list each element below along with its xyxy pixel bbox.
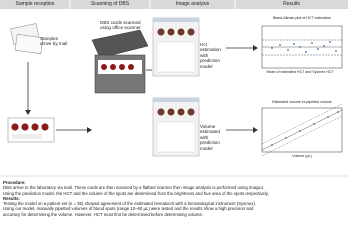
dbs-card (7, 117, 55, 143)
scanner (91, 29, 149, 94)
chart-x-label: Mean of estimated HCT and Sysmex HCT (266, 70, 334, 74)
text-line: Using our model, manually pipetted volum… (3, 206, 254, 212)
text-line: accuracy for determining the volume. How… (3, 211, 204, 217)
header-bar (0, 0, 348, 9)
column-header: Results (283, 1, 300, 7)
arrow-head (253, 45, 258, 51)
step-label: Volume estimated with prediction model (200, 124, 220, 151)
step-label: Samples arrive by mail (40, 36, 68, 47)
step-label: DBS cards scanned using office scanner (100, 20, 141, 31)
arrow-head (25, 110, 31, 115)
text-line: DBS arrive to the laboratory via mail. T… (3, 185, 265, 191)
heading: Procedure: (3, 180, 26, 185)
chart-title: Estimated volume vs pipetted volume (272, 100, 332, 104)
text-line: Testing the model on a patient set (n = … (3, 201, 257, 207)
chart-x-label: Volume (µL) (292, 154, 312, 158)
software-screenshot (152, 97, 200, 157)
software-screenshot (152, 17, 200, 77)
result-chart (261, 25, 343, 69)
arrow-head (253, 127, 258, 133)
column-header: Scanning of DBS (90, 1, 130, 7)
column-header: Sample reception (15, 1, 55, 7)
heading: Results: (3, 195, 20, 201)
step-label: Hct estimation with prediction model (200, 42, 221, 69)
column-header: Image analysis (175, 1, 210, 7)
envelope (10, 23, 44, 55)
result-chart (261, 103, 343, 157)
chart-title: Bland-Altman plot of HCT estimation (272, 16, 332, 20)
text-line: Using the prediction model, the HCT and … (3, 190, 269, 196)
arrow-head (87, 127, 92, 133)
description: Procedure: DBS arrive to the laboratory … (3, 180, 345, 217)
